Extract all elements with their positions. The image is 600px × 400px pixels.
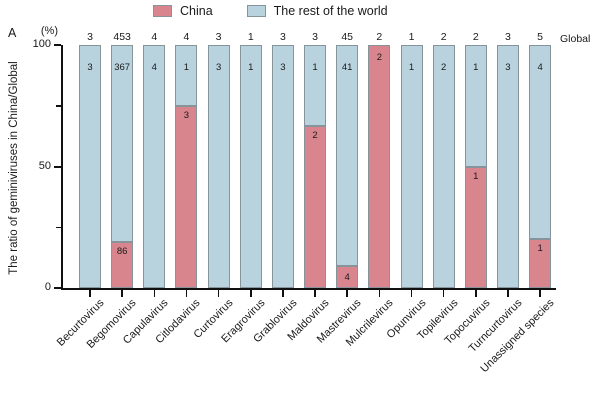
x-axis-tick <box>121 290 123 297</box>
bar-count-china: 2 <box>376 52 382 63</box>
bar-count-rest-of-world: 3 <box>505 62 511 73</box>
bar-segment-rest-of-world <box>143 45 166 288</box>
bar-count-china: 3 <box>183 109 190 121</box>
x-axis-tick <box>475 290 477 297</box>
bar-global-total-label: 3 <box>87 31 93 43</box>
bar-count-rest-of-world: 1 <box>248 62 254 73</box>
bar-segment-china <box>336 266 359 288</box>
bar-segment-rest-of-world <box>175 45 198 106</box>
bar-global-total-label: 2 <box>440 31 447 43</box>
bar-global-total-label: 4 <box>183 31 190 43</box>
bar-count-rest-of-world: 3 <box>215 62 222 73</box>
x-axis-tick <box>346 290 348 297</box>
legend-item-china: China <box>153 4 213 18</box>
y-axis-minor-tick <box>56 105 61 107</box>
bar-segment-china <box>175 105 198 288</box>
y-axis-tick <box>54 44 61 46</box>
china-swatch-icon <box>153 5 172 17</box>
x-axis-tick <box>282 290 284 297</box>
bar-segment-rest-of-world <box>496 45 519 288</box>
y-tick-label: 0 <box>44 281 51 293</box>
bar-segment-rest-of-world <box>432 45 455 288</box>
bar-segment-rest-of-world <box>207 45 230 288</box>
bar-segment-rest-of-world <box>111 45 134 242</box>
bar-count-rest-of-world: 3 <box>87 62 93 73</box>
bar-global-total-label: 3 <box>312 31 318 43</box>
x-axis-tick <box>185 290 188 297</box>
bar-segment-rest-of-world <box>239 45 262 288</box>
bar-count-rest-of-world: 1 <box>312 62 318 73</box>
x-axis-tick <box>539 290 541 297</box>
bar-count-rest-of-world: 1 <box>473 62 479 73</box>
y-axis-line <box>61 45 63 290</box>
bar-segment-rest-of-world <box>400 45 423 288</box>
legend-label-china: China <box>180 4 213 18</box>
bar-count-rest-of-world: 41 <box>341 62 353 73</box>
x-axis-tick <box>89 290 91 297</box>
bar-count-china: 4 <box>344 271 350 283</box>
y-axis-tick <box>54 165 61 168</box>
global-axis-label: Global <box>560 33 591 45</box>
bar-global-total-label: 3 <box>215 31 222 43</box>
legend-item-rest-of-world: The rest of the world <box>246 4 388 18</box>
bar-count-rest-of-world: 3 <box>280 62 286 73</box>
x-axis-tick <box>442 290 445 297</box>
x-axis-tick <box>217 290 220 297</box>
bar-segment-rest-of-world <box>336 45 359 267</box>
x-axis-tick <box>314 290 316 297</box>
y-tick-label: 100 <box>32 38 51 50</box>
x-axis-tick <box>378 290 381 297</box>
bar-global-total-label: 453 <box>113 31 131 43</box>
x-axis-tick <box>250 290 252 297</box>
legend-label-rest-of-world: The rest of the world <box>273 4 388 18</box>
x-axis-line <box>61 288 556 290</box>
rest-of-world-swatch-icon <box>246 5 266 17</box>
bar-count-rest-of-world: 367 <box>114 62 131 73</box>
bar-segment-china <box>464 166 487 288</box>
bar-segment-rest-of-world <box>464 45 487 167</box>
bar-global-total-label: 2 <box>472 31 479 43</box>
x-axis-tick <box>153 290 156 297</box>
bar-segment-rest-of-world <box>271 45 294 288</box>
bar-count-china: 1 <box>473 170 479 182</box>
y-axis-unit-label: (%) <box>40 25 58 37</box>
bar-count-rest-of-world: 2 <box>440 62 447 73</box>
bar-count-rest-of-world: 1 <box>183 62 190 73</box>
bar-segment-china <box>304 126 327 288</box>
bar-count-rest-of-world: 4 <box>537 62 543 73</box>
bar-count-rest-of-world: 4 <box>151 62 157 73</box>
x-axis-tick <box>507 290 509 297</box>
y-tick-label: 50 <box>38 159 51 172</box>
bar-global-total-label: 4 <box>151 31 158 43</box>
chart-legend: China The rest of the world <box>153 4 388 18</box>
bar-segment-rest-of-world <box>529 45 552 240</box>
bar-count-china: 86 <box>116 245 128 257</box>
bar-count-china: 1 <box>537 243 543 255</box>
bar-segment-china <box>529 239 552 288</box>
bar-global-total-label: 3 <box>279 31 286 43</box>
bar-global-total-label: 1 <box>247 31 254 43</box>
x-axis-tick <box>410 290 413 297</box>
y-axis-tick <box>54 287 61 289</box>
bar-segment-rest-of-world <box>304 45 327 126</box>
bar-segment-rest-of-world <box>79 45 101 288</box>
y-axis-minor-tick <box>56 226 61 228</box>
bar-global-total-label: 2 <box>376 31 383 43</box>
bar-global-total-label: 1 <box>408 31 415 43</box>
bar-global-total-label: 3 <box>505 31 511 43</box>
bar-global-total-label: 45 <box>341 31 354 43</box>
panel-label: A <box>8 26 17 40</box>
bar-segment-china <box>368 45 391 288</box>
bar-count-china: 2 <box>312 130 318 141</box>
bar-count-rest-of-world: 1 <box>408 62 415 73</box>
bar-global-total-label: 5 <box>537 31 544 43</box>
bar-segment-china <box>111 241 134 288</box>
